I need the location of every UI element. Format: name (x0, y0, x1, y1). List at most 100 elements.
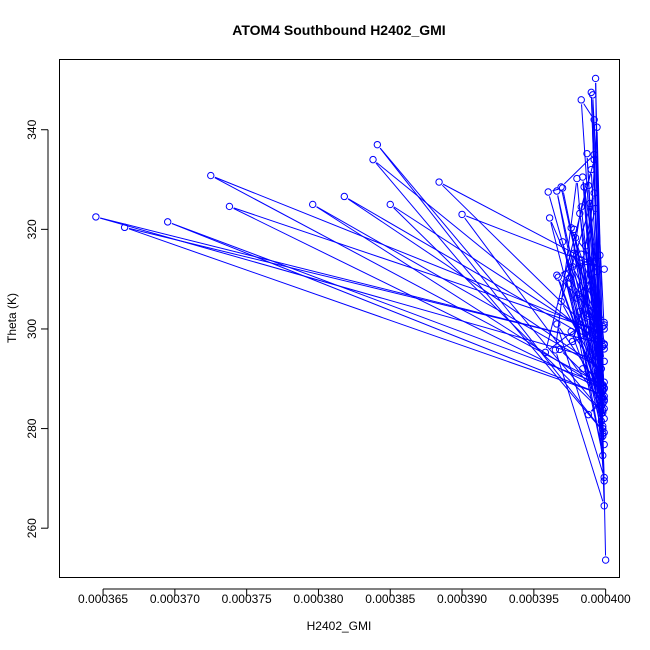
data-point (553, 320, 561, 328)
data-point (593, 267, 601, 276)
data-point (600, 477, 608, 485)
data-point (584, 181, 593, 190)
data-point (596, 372, 604, 380)
data-point (553, 271, 561, 279)
data-point (577, 96, 585, 104)
series-segment (233, 207, 599, 389)
data-point (568, 263, 577, 271)
y-tick-label: 260 (25, 518, 39, 538)
data-point (578, 365, 587, 373)
series-segment (171, 222, 599, 384)
data-point (570, 249, 578, 257)
series-segment (316, 206, 600, 388)
series-segment (583, 103, 593, 117)
data-point (568, 337, 577, 346)
series-segment (316, 206, 598, 368)
data-point (576, 307, 584, 316)
series-segment (581, 258, 604, 384)
series-segment (582, 181, 597, 268)
data-point (580, 319, 588, 327)
data-point (578, 173, 587, 181)
data-point (597, 337, 606, 346)
data-point (207, 171, 215, 180)
data-point (599, 322, 607, 331)
data-point (599, 406, 607, 414)
x-tick-label: 0.000375 (222, 592, 272, 606)
data-point (599, 393, 607, 401)
data-point (574, 290, 583, 298)
data-point (555, 345, 564, 354)
series-segment (376, 162, 600, 344)
data-point (551, 346, 560, 354)
series-segment (100, 217, 600, 344)
series-segment (580, 173, 591, 210)
data-point (541, 348, 550, 357)
series-segment (214, 176, 596, 331)
data-point (590, 150, 598, 159)
data-point (593, 306, 601, 315)
data-point (600, 318, 608, 327)
data-point (583, 149, 591, 158)
series-segment (586, 370, 596, 375)
data-point (600, 384, 608, 392)
data-point (369, 155, 377, 164)
data-point (600, 357, 608, 366)
data-point (600, 265, 608, 273)
y-axis: 260 280 300 320 340 (25, 119, 49, 538)
data-point (583, 325, 591, 333)
data-point (435, 178, 443, 186)
series-segment (171, 223, 596, 393)
data-point (590, 116, 598, 124)
x-tick-label: 0.000380 (293, 592, 343, 606)
data-point (599, 451, 607, 460)
chart-title: ATOM4 Southbound H2402_GMI (232, 22, 445, 38)
data-point (580, 183, 588, 191)
series-segment (347, 198, 598, 367)
data-point (593, 123, 601, 131)
series-segment (442, 183, 601, 268)
series-segment (441, 184, 599, 339)
y-tick-label: 340 (25, 119, 39, 139)
series-segment (589, 207, 605, 341)
data-point (600, 392, 608, 400)
series-segment (590, 400, 601, 412)
x-tick-label: 0.000395 (509, 592, 559, 606)
data-point (373, 140, 382, 149)
data-point (577, 250, 585, 258)
series-segment (548, 325, 581, 351)
data-point (596, 251, 604, 259)
series-segment (592, 99, 605, 325)
data-point (570, 225, 578, 234)
series-segment (557, 279, 602, 400)
data-point (591, 204, 600, 213)
series-segment (379, 147, 601, 410)
series-points (92, 74, 610, 564)
data-point (553, 187, 561, 195)
data-point (92, 213, 100, 221)
data-point (600, 502, 608, 510)
data-point (600, 321, 608, 329)
series-segment (466, 215, 601, 269)
data-point (590, 155, 598, 164)
data-point (545, 214, 554, 222)
data-point (584, 410, 593, 419)
data-point (554, 273, 562, 281)
data-point (557, 183, 565, 191)
data-point (544, 188, 552, 196)
data-point (600, 428, 608, 437)
series-lines (100, 82, 607, 556)
data-point (120, 223, 129, 232)
data-point (581, 242, 590, 250)
x-tick-label: 0.000370 (150, 592, 200, 606)
data-point (599, 432, 607, 440)
data-point (577, 203, 585, 211)
data-point (558, 238, 567, 246)
data-point (567, 327, 575, 336)
series-segment (128, 228, 596, 393)
series-segment (585, 372, 602, 393)
series-segment (556, 354, 604, 502)
data-point (458, 210, 466, 219)
series-segment (572, 335, 601, 410)
series-segment (557, 195, 587, 325)
data-point (599, 429, 607, 438)
